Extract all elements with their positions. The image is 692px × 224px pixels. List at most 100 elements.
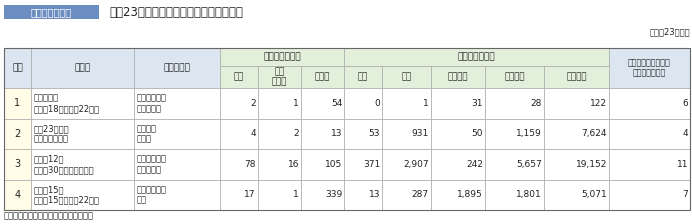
Bar: [301, 149, 345, 179]
Text: 平成23年中の主な風水害による被害状況: 平成23年中の主な風水害による被害状況: [109, 6, 243, 19]
Text: 11: 11: [677, 160, 688, 169]
Text: 新潟県、
福島県: 新潟県、 福島県: [136, 124, 156, 143]
Bar: [31, 149, 134, 179]
Text: 122: 122: [590, 99, 607, 108]
Bar: [484, 88, 544, 118]
Text: 半壊: 半壊: [401, 73, 412, 82]
Text: 第１－５－２表: 第１－５－２表: [31, 7, 72, 17]
Text: 2: 2: [293, 129, 299, 138]
Bar: [258, 66, 301, 88]
Text: 都道府県の災害対策
本部設置（回）: 都道府県の災害対策 本部設置（回）: [628, 58, 671, 78]
Bar: [345, 88, 382, 118]
Text: 371: 371: [363, 160, 380, 169]
Bar: [31, 48, 134, 88]
Bar: [430, 149, 484, 179]
Text: 台風第12号
（８月30日～９月６日）: 台風第12号 （８月30日～９月６日）: [34, 155, 95, 174]
Text: 5,071: 5,071: [581, 190, 607, 199]
Bar: [430, 88, 484, 118]
Bar: [609, 88, 690, 118]
Text: 16: 16: [288, 160, 299, 169]
Bar: [258, 88, 301, 118]
Text: 2,907: 2,907: [403, 160, 429, 169]
Text: （備考）　「消防庁被害報」により作成: （備考） 「消防庁被害報」により作成: [4, 211, 94, 220]
Bar: [220, 88, 258, 118]
Bar: [609, 118, 690, 149]
Text: 主な被災地: 主な被災地: [163, 63, 190, 73]
Text: 2: 2: [251, 99, 256, 108]
Bar: [544, 66, 609, 88]
Text: 6: 6: [682, 99, 688, 108]
Bar: [220, 66, 258, 88]
Bar: [382, 179, 430, 210]
Bar: [301, 118, 345, 149]
Text: 床下浸水: 床下浸水: [566, 73, 587, 82]
Text: 17: 17: [244, 190, 256, 199]
Text: 13: 13: [369, 190, 380, 199]
Bar: [220, 179, 258, 210]
Text: 31: 31: [471, 99, 483, 108]
Bar: [345, 118, 382, 149]
Text: 1,895: 1,895: [457, 190, 483, 199]
Text: 番号: 番号: [12, 63, 23, 73]
Bar: [4, 179, 31, 210]
Bar: [609, 179, 690, 210]
Text: 東海、近畿、
中国、四国: 東海、近畿、 中国、四国: [136, 155, 167, 174]
Text: 東北、関東、
東海: 東北、関東、 東海: [136, 185, 167, 205]
Text: 台風第15号
（９月15日～９月22日）: 台風第15号 （９月15日～９月22日）: [34, 185, 100, 205]
Bar: [4, 118, 31, 149]
Text: 50: 50: [471, 129, 483, 138]
Text: 人的被害（人）: 人的被害（人）: [264, 52, 301, 62]
Text: 台風第６号
（６月18日～６月22日）: 台風第６号 （６月18日～６月22日）: [34, 94, 100, 113]
Text: 1: 1: [293, 99, 299, 108]
Text: 13: 13: [331, 129, 343, 138]
Bar: [544, 118, 609, 149]
Bar: [301, 88, 345, 118]
Bar: [31, 179, 134, 210]
Bar: [301, 179, 345, 210]
Bar: [345, 48, 609, 66]
Bar: [134, 118, 220, 149]
Bar: [220, 149, 258, 179]
Text: 平成23年７月
新潟・福島豪雨: 平成23年７月 新潟・福島豪雨: [34, 124, 70, 143]
Bar: [134, 88, 220, 118]
Bar: [258, 118, 301, 149]
Text: 行方
不明者: 行方 不明者: [272, 67, 287, 87]
Text: 一部破損: 一部破損: [448, 73, 468, 82]
Text: 7: 7: [682, 190, 688, 199]
Bar: [134, 149, 220, 179]
Bar: [31, 118, 134, 149]
Text: 床上浸水: 床上浸水: [504, 73, 525, 82]
Text: 死者: 死者: [234, 73, 244, 82]
Text: 931: 931: [412, 129, 429, 138]
Text: 4: 4: [251, 129, 256, 138]
Text: 53: 53: [369, 129, 380, 138]
Text: 78: 78: [244, 160, 256, 169]
Text: 1,801: 1,801: [516, 190, 542, 199]
Bar: [544, 149, 609, 179]
Text: 1: 1: [293, 190, 299, 199]
Text: 28: 28: [531, 99, 542, 108]
Bar: [382, 66, 430, 88]
Bar: [220, 118, 258, 149]
Bar: [301, 66, 345, 88]
Text: 住家被害（棟）: 住家被害（棟）: [458, 52, 495, 62]
Bar: [345, 66, 382, 88]
Text: 7,624: 7,624: [581, 129, 607, 138]
Bar: [544, 88, 609, 118]
Text: 1,159: 1,159: [516, 129, 542, 138]
Text: 災害名: 災害名: [74, 63, 91, 73]
Bar: [258, 149, 301, 179]
Text: 105: 105: [325, 160, 343, 169]
Bar: [31, 88, 134, 118]
Text: 東海、近畿、
中国、四国: 東海、近畿、 中国、四国: [136, 94, 167, 113]
Bar: [430, 118, 484, 149]
Bar: [484, 149, 544, 179]
Bar: [544, 179, 609, 210]
Text: 19,152: 19,152: [576, 160, 607, 169]
Bar: [382, 149, 430, 179]
Bar: [4, 48, 690, 210]
Text: 5,657: 5,657: [516, 160, 542, 169]
Bar: [4, 5, 99, 19]
Bar: [4, 88, 31, 118]
Text: 287: 287: [412, 190, 429, 199]
